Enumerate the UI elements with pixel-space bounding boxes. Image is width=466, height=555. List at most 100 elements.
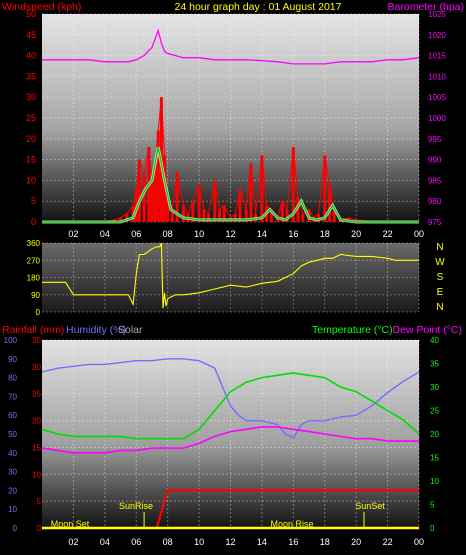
compass-label: S <box>437 272 444 283</box>
direction-panel <box>42 243 419 312</box>
wind-tick-label: 40 <box>26 51 36 61</box>
windspeed-bar <box>166 197 170 222</box>
wind-x-tick-label: 00 <box>414 229 424 239</box>
temperature-tick-label: 25 <box>430 407 439 416</box>
windspeed-bar <box>137 159 141 222</box>
windspeed-bar <box>301 213 305 222</box>
barometer-tick-label: 1005 <box>428 93 446 102</box>
moonset-label: Moon Set <box>51 519 90 529</box>
direction-line <box>42 242 419 309</box>
humidity-tick-label: 20 <box>8 486 17 495</box>
temperature-x-tick-label: 08 <box>163 537 173 547</box>
humidity-tick-label: 40 <box>8 449 17 458</box>
windspeed-bar <box>213 180 217 222</box>
wind-x-tick-label: 10 <box>194 229 204 239</box>
temperature-axis-title: Temperature (°C) <box>312 324 393 336</box>
windspeed-bar <box>218 209 221 222</box>
temperature-tick-label: 35 <box>430 360 439 369</box>
compass-label: W <box>435 257 445 268</box>
compass-label: N <box>436 242 443 253</box>
temperature-x-tick-label: 18 <box>320 537 330 547</box>
rainfall-tick-label: 15 <box>32 443 41 452</box>
windspeed-bar <box>222 205 226 222</box>
barometer-tick-label: 975 <box>428 218 442 227</box>
compass-label: E <box>437 287 444 298</box>
wind-x-tick-label: 08 <box>163 229 173 239</box>
rainfall-tick-label: 10 <box>32 470 41 479</box>
temperature-x-tick-label: 06 <box>131 537 141 547</box>
windspeed-bar <box>269 209 273 222</box>
wind-tick-label: 10 <box>26 175 36 185</box>
solar-axis-title: Solar <box>118 324 143 336</box>
humidity-tick-label: 10 <box>8 505 17 514</box>
humidity-line <box>41 358 420 439</box>
wind-tick-label: 45 <box>26 30 36 40</box>
wind-x-tick-label: 20 <box>351 229 361 239</box>
windspeed-bar <box>150 184 154 222</box>
barometer-tick-label: 995 <box>428 135 442 144</box>
wind-tick-label: 0 <box>31 217 36 227</box>
humidity-tick-label: 0 <box>13 524 18 533</box>
windspeed-bar <box>125 213 129 222</box>
rainfall-tick-label: 30 <box>32 363 41 372</box>
windspeed-bar <box>332 209 336 222</box>
direction-tick-label: 90 <box>31 291 40 300</box>
wind-x-tick-label: 16 <box>288 229 298 239</box>
temperature-x-tick-label: 20 <box>351 537 361 547</box>
direction-tick-label: 360 <box>27 239 41 248</box>
sunrise-label: SunRise <box>119 501 153 511</box>
rainfall-tick-label: 25 <box>32 390 41 399</box>
windspeed-bar <box>244 209 248 222</box>
windspeed-bar <box>291 147 295 222</box>
windspeed-bar <box>202 209 206 222</box>
wind-panel <box>42 14 419 222</box>
graph-title: 24 hour graph day : 01 August 2017 <box>175 1 342 13</box>
windspeed-bar <box>181 205 185 222</box>
temperature-x-tick-label: 02 <box>68 537 78 547</box>
temperature-x-tick-label: 14 <box>257 537 267 547</box>
windspeed-bar <box>207 213 210 222</box>
windspeed-bar <box>197 184 201 222</box>
direction-tick-label: 180 <box>27 274 41 283</box>
temperature-x-tick-label: 00 <box>414 537 424 547</box>
wind-x-tick-label: 18 <box>320 229 330 239</box>
humidity-tick-label: 50 <box>8 430 17 439</box>
windspeed-bar <box>323 155 327 222</box>
windspeed-bar <box>285 209 289 222</box>
sunset-label: SunSet <box>355 501 385 511</box>
humidity-tick-label: 60 <box>8 411 17 420</box>
wind-tick-label: 35 <box>26 71 36 81</box>
temperature-x-tick-label: 12 <box>225 537 235 547</box>
temperature-tick-label: 30 <box>430 383 439 392</box>
windspeed-bar <box>280 201 284 222</box>
windspeed-bar <box>191 201 195 222</box>
humidity-tick-label: 100 <box>4 336 18 345</box>
wind-x-tick-label: 14 <box>257 229 267 239</box>
barometer-tick-label: 1025 <box>428 10 446 19</box>
temperature-x-tick-label: 16 <box>288 537 298 547</box>
direction-tick-label: 0 <box>36 308 41 317</box>
barometer-tick-label: 980 <box>428 197 442 206</box>
windspeed-bar <box>296 197 300 222</box>
windspeed-bar <box>276 217 280 222</box>
dew-point-line <box>41 426 419 454</box>
dew-point-axis-title: Dew Point (°C) <box>392 324 462 336</box>
windspeed-bar <box>153 163 157 222</box>
rainfall-axis-title: Rainfall (mm) <box>2 324 64 336</box>
rainfall-tick-label: 35 <box>32 336 41 345</box>
windspeed-bar <box>175 172 179 222</box>
windspeed-axis-title: Windspeed (kph) <box>2 1 81 13</box>
compass-label: N <box>436 302 443 313</box>
barometer-tick-label: 1000 <box>428 114 446 123</box>
temperature-tick-label: 5 <box>430 501 435 510</box>
wind-x-tick-label: 06 <box>131 229 141 239</box>
barometer-line <box>42 28 420 65</box>
wind-x-tick-label: 22 <box>383 229 393 239</box>
barometer-tick-label: 1010 <box>428 72 446 81</box>
humidity-axis-title: Humidity (%) <box>66 324 126 336</box>
windspeed-bar <box>328 184 331 222</box>
barometer-tick-label: 1015 <box>428 52 446 61</box>
temperature-x-tick-label: 22 <box>383 537 393 547</box>
wind-average-line <box>42 146 419 223</box>
